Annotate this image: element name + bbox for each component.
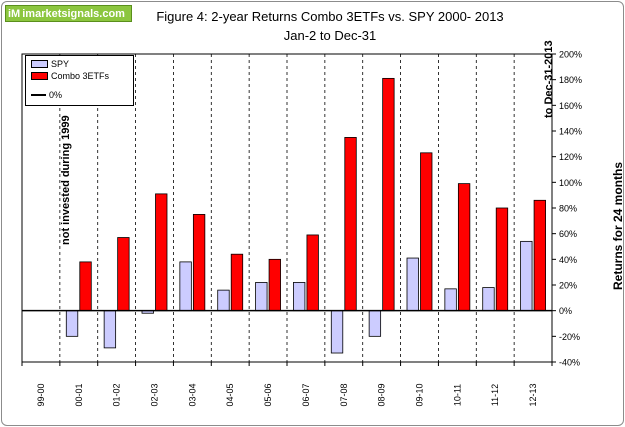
x-tick-label: 08-09 xyxy=(377,383,387,406)
x-tick-label: 01-02 xyxy=(112,383,122,406)
bar-combo xyxy=(306,234,319,312)
bar-spy xyxy=(103,310,117,349)
bar-combo xyxy=(192,214,206,312)
logo-mark-icon: iM xyxy=(8,7,21,20)
bar-spy xyxy=(406,257,419,312)
bar-spy xyxy=(217,289,230,312)
x-tick-label: 02-03 xyxy=(150,383,160,406)
bar-combo xyxy=(230,253,244,312)
bar-combo xyxy=(382,77,395,312)
bar-spy xyxy=(330,310,344,354)
y-tick-label: 160% xyxy=(559,101,582,111)
x-tick-label: 06-07 xyxy=(301,383,311,406)
y-tick-label: 40% xyxy=(559,255,577,265)
bar-spy xyxy=(444,288,457,312)
y-tick-label: -20% xyxy=(559,332,580,342)
bar-spy xyxy=(65,310,79,337)
x-tick-label: 10-11 xyxy=(452,384,462,406)
y-tick-label: 200% xyxy=(559,50,582,60)
logo-text: imarketsignals.com xyxy=(22,7,125,20)
bar-spy xyxy=(293,282,306,312)
site-logo[interactable]: iM imarketsignals.com xyxy=(5,5,132,22)
x-tick-label: 09-10 xyxy=(415,383,425,406)
legend-item-combo: Combo 3ETFs xyxy=(31,70,109,82)
x-tick-label: 04-05 xyxy=(225,383,235,406)
legend: SPY Combo 3ETFs 0% xyxy=(25,55,134,106)
x-tick-label: 05-06 xyxy=(263,383,273,406)
y-tick-label: 100% xyxy=(559,178,582,188)
y-tick-label: 60% xyxy=(559,229,577,239)
bar-combo xyxy=(79,261,92,312)
bar-combo xyxy=(344,137,357,312)
bar-combo xyxy=(268,258,281,312)
y-tick-label: 0% xyxy=(559,306,572,316)
legend-item-spy: SPY xyxy=(31,58,69,70)
y-tick-label: 180% xyxy=(559,75,582,85)
bar-combo xyxy=(117,237,130,312)
annotation-to-date: to Dec-31-2013 xyxy=(543,40,555,118)
y-axis-label: Returns for 24 months xyxy=(611,161,625,290)
x-tick-label: 00-01 xyxy=(74,383,84,406)
legend-label-spy: SPY xyxy=(51,59,70,69)
x-tick-label: 99-00 xyxy=(36,383,46,406)
y-tick-label: -40% xyxy=(559,358,580,368)
bar-combo xyxy=(155,193,168,312)
bar-spy xyxy=(179,261,192,312)
legend-line-zero xyxy=(31,94,46,96)
y-tick-label: 120% xyxy=(559,152,582,162)
x-tick-label: 07-08 xyxy=(339,383,349,406)
legend-item-zero: 0% xyxy=(31,89,62,101)
annotation-not-invested: not invested during 1999 xyxy=(60,115,72,245)
y-tick-label: 140% xyxy=(559,127,582,137)
bar-combo xyxy=(533,199,546,312)
bar-spy xyxy=(255,282,268,312)
x-tick-label: 12-13 xyxy=(528,383,538,406)
y-tick-label: 80% xyxy=(559,204,577,214)
legend-swatch-spy xyxy=(31,60,48,68)
bar-combo xyxy=(420,152,433,312)
x-tick-label: 11-12 xyxy=(490,384,500,406)
legend-label-combo: Combo 3ETFs xyxy=(51,71,110,81)
bar-combo xyxy=(495,207,509,312)
bar-spy xyxy=(368,310,382,337)
bar-spy xyxy=(482,287,495,312)
legend-label-zero: 0% xyxy=(49,90,63,100)
legend-swatch-combo xyxy=(31,72,48,80)
x-tick-label: 03-04 xyxy=(187,383,197,406)
y-tick-label: 20% xyxy=(559,281,577,291)
chart-subtitle: Jan-2 to Dec-31 xyxy=(283,28,377,43)
bar-combo xyxy=(457,183,471,312)
chart-title: Figure 4: 2-year Returns Combo 3ETFs vs.… xyxy=(156,9,504,24)
bar-spy xyxy=(520,240,533,312)
